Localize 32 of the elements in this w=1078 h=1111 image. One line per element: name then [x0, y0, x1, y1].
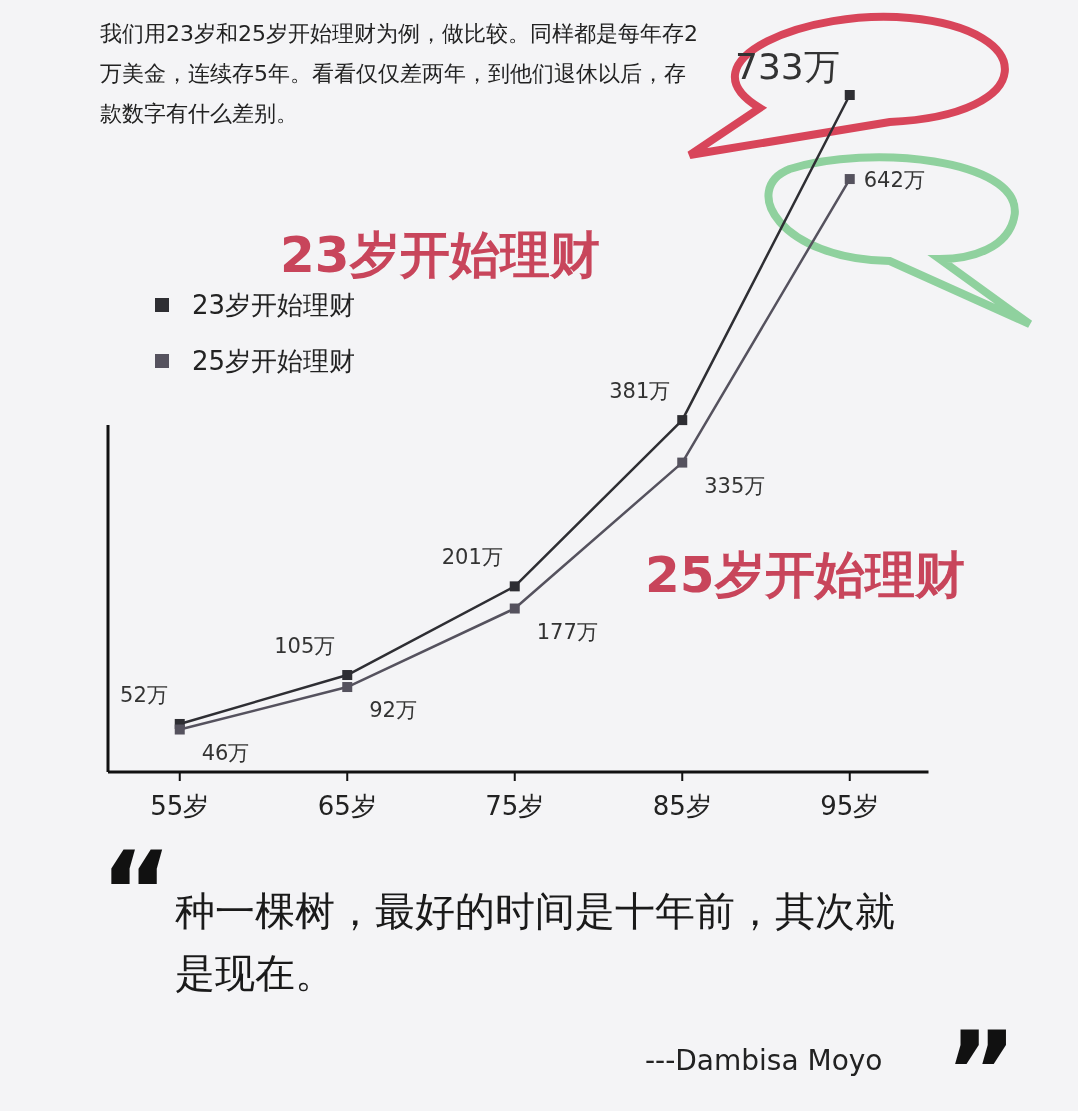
data-label: 105万 — [274, 634, 336, 659]
x-tick-label: 85岁 — [652, 791, 712, 821]
data-label: 52万 — [120, 682, 168, 707]
data-label: 92万 — [369, 698, 417, 723]
annotation: 23岁开始理财 — [280, 226, 600, 284]
text: “ — [100, 828, 173, 956]
data-label: 46万 — [201, 740, 250, 765]
x-tick-label: 65岁 — [317, 791, 377, 821]
point — [174, 724, 185, 735]
point — [342, 682, 353, 693]
data-label: 642万 — [863, 168, 925, 193]
data-label: 381万 — [609, 379, 671, 404]
text: ” — [945, 1008, 1018, 1111]
chart-subtitle: 我们用23岁和25岁开始理财为例，做比较。同样都是每年存2万美金，连续存5年。看看仅仅差两年，到他们退休以后，存款数字有什么差别。 — [100, 20, 699, 128]
annotation: 25岁开始理财 — [645, 546, 965, 604]
data-label: 177万 — [536, 619, 598, 644]
point — [509, 603, 520, 614]
text: 种一棵树，最好的时间是十年前，其次就是现在。 — [175, 887, 895, 998]
point — [342, 670, 353, 681]
x-tick-label: 55岁 — [150, 791, 210, 821]
x-tick-label: 75岁 — [485, 791, 545, 821]
x-tick-label: 95岁 — [820, 791, 880, 821]
legend-label: 23岁开始理财 — [192, 290, 356, 320]
point — [844, 90, 855, 100]
legend-label: 25岁开始理财 — [192, 346, 356, 376]
point — [844, 174, 855, 185]
data-label: 201万 — [441, 545, 503, 570]
point — [677, 457, 688, 468]
text: ---Dambisa Moyo — [645, 1044, 883, 1077]
point — [509, 581, 520, 592]
point — [677, 415, 688, 426]
data-label: 335万 — [704, 473, 766, 498]
